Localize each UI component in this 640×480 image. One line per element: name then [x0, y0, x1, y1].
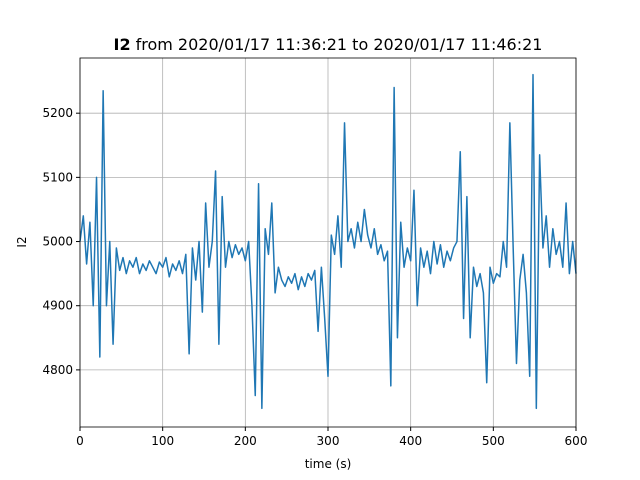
title-text: from 2020/01/17 11:36:21 to 2020/01/17 1…	[136, 35, 543, 54]
x-tick-label: 500	[482, 434, 505, 448]
y-tick-label: 4900	[42, 299, 73, 313]
x-tick-label: 0	[76, 434, 84, 448]
data-line	[79, 73, 577, 410]
x-axis-label: time (s)	[305, 457, 352, 471]
y-tick-label: 5000	[42, 235, 73, 249]
y-tick-label: 4800	[42, 363, 73, 377]
x-tick-label: 300	[317, 434, 340, 448]
x-tick-label: 600	[565, 434, 588, 448]
y-tick-label: 5100	[42, 170, 73, 184]
x-tick-label: 200	[234, 434, 257, 448]
y-axis-label: I2	[15, 236, 29, 247]
y-tick-label: 5200	[42, 106, 73, 120]
title-prefix: I2	[114, 35, 131, 54]
chart-title: I2 from 2020/01/17 11:36:21 to 2020/01/17…	[114, 35, 543, 54]
plot-frame	[79, 57, 577, 428]
x-tick-label: 100	[151, 434, 174, 448]
x-tick-label: 400	[399, 434, 422, 448]
